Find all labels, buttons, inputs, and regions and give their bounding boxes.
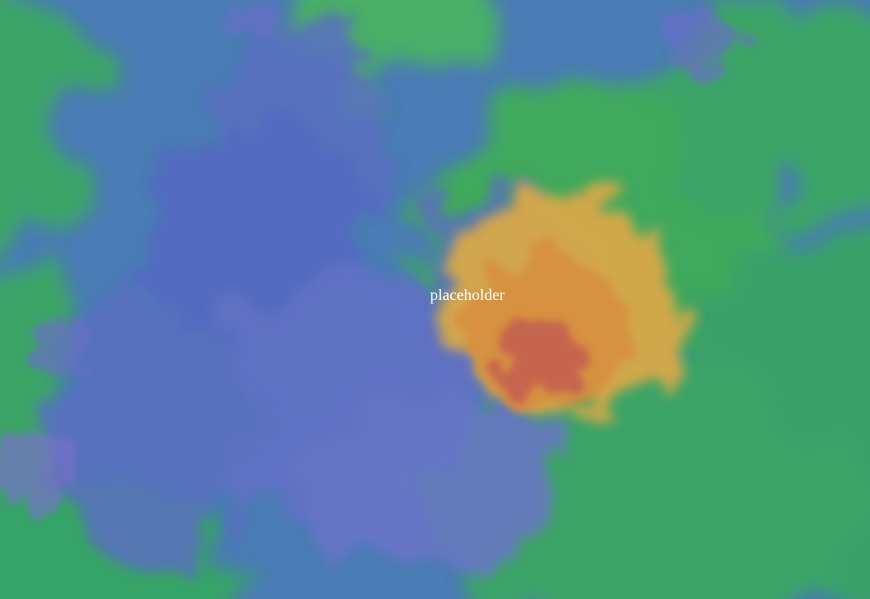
svg-text:placeholder: placeholder bbox=[430, 287, 505, 304]
